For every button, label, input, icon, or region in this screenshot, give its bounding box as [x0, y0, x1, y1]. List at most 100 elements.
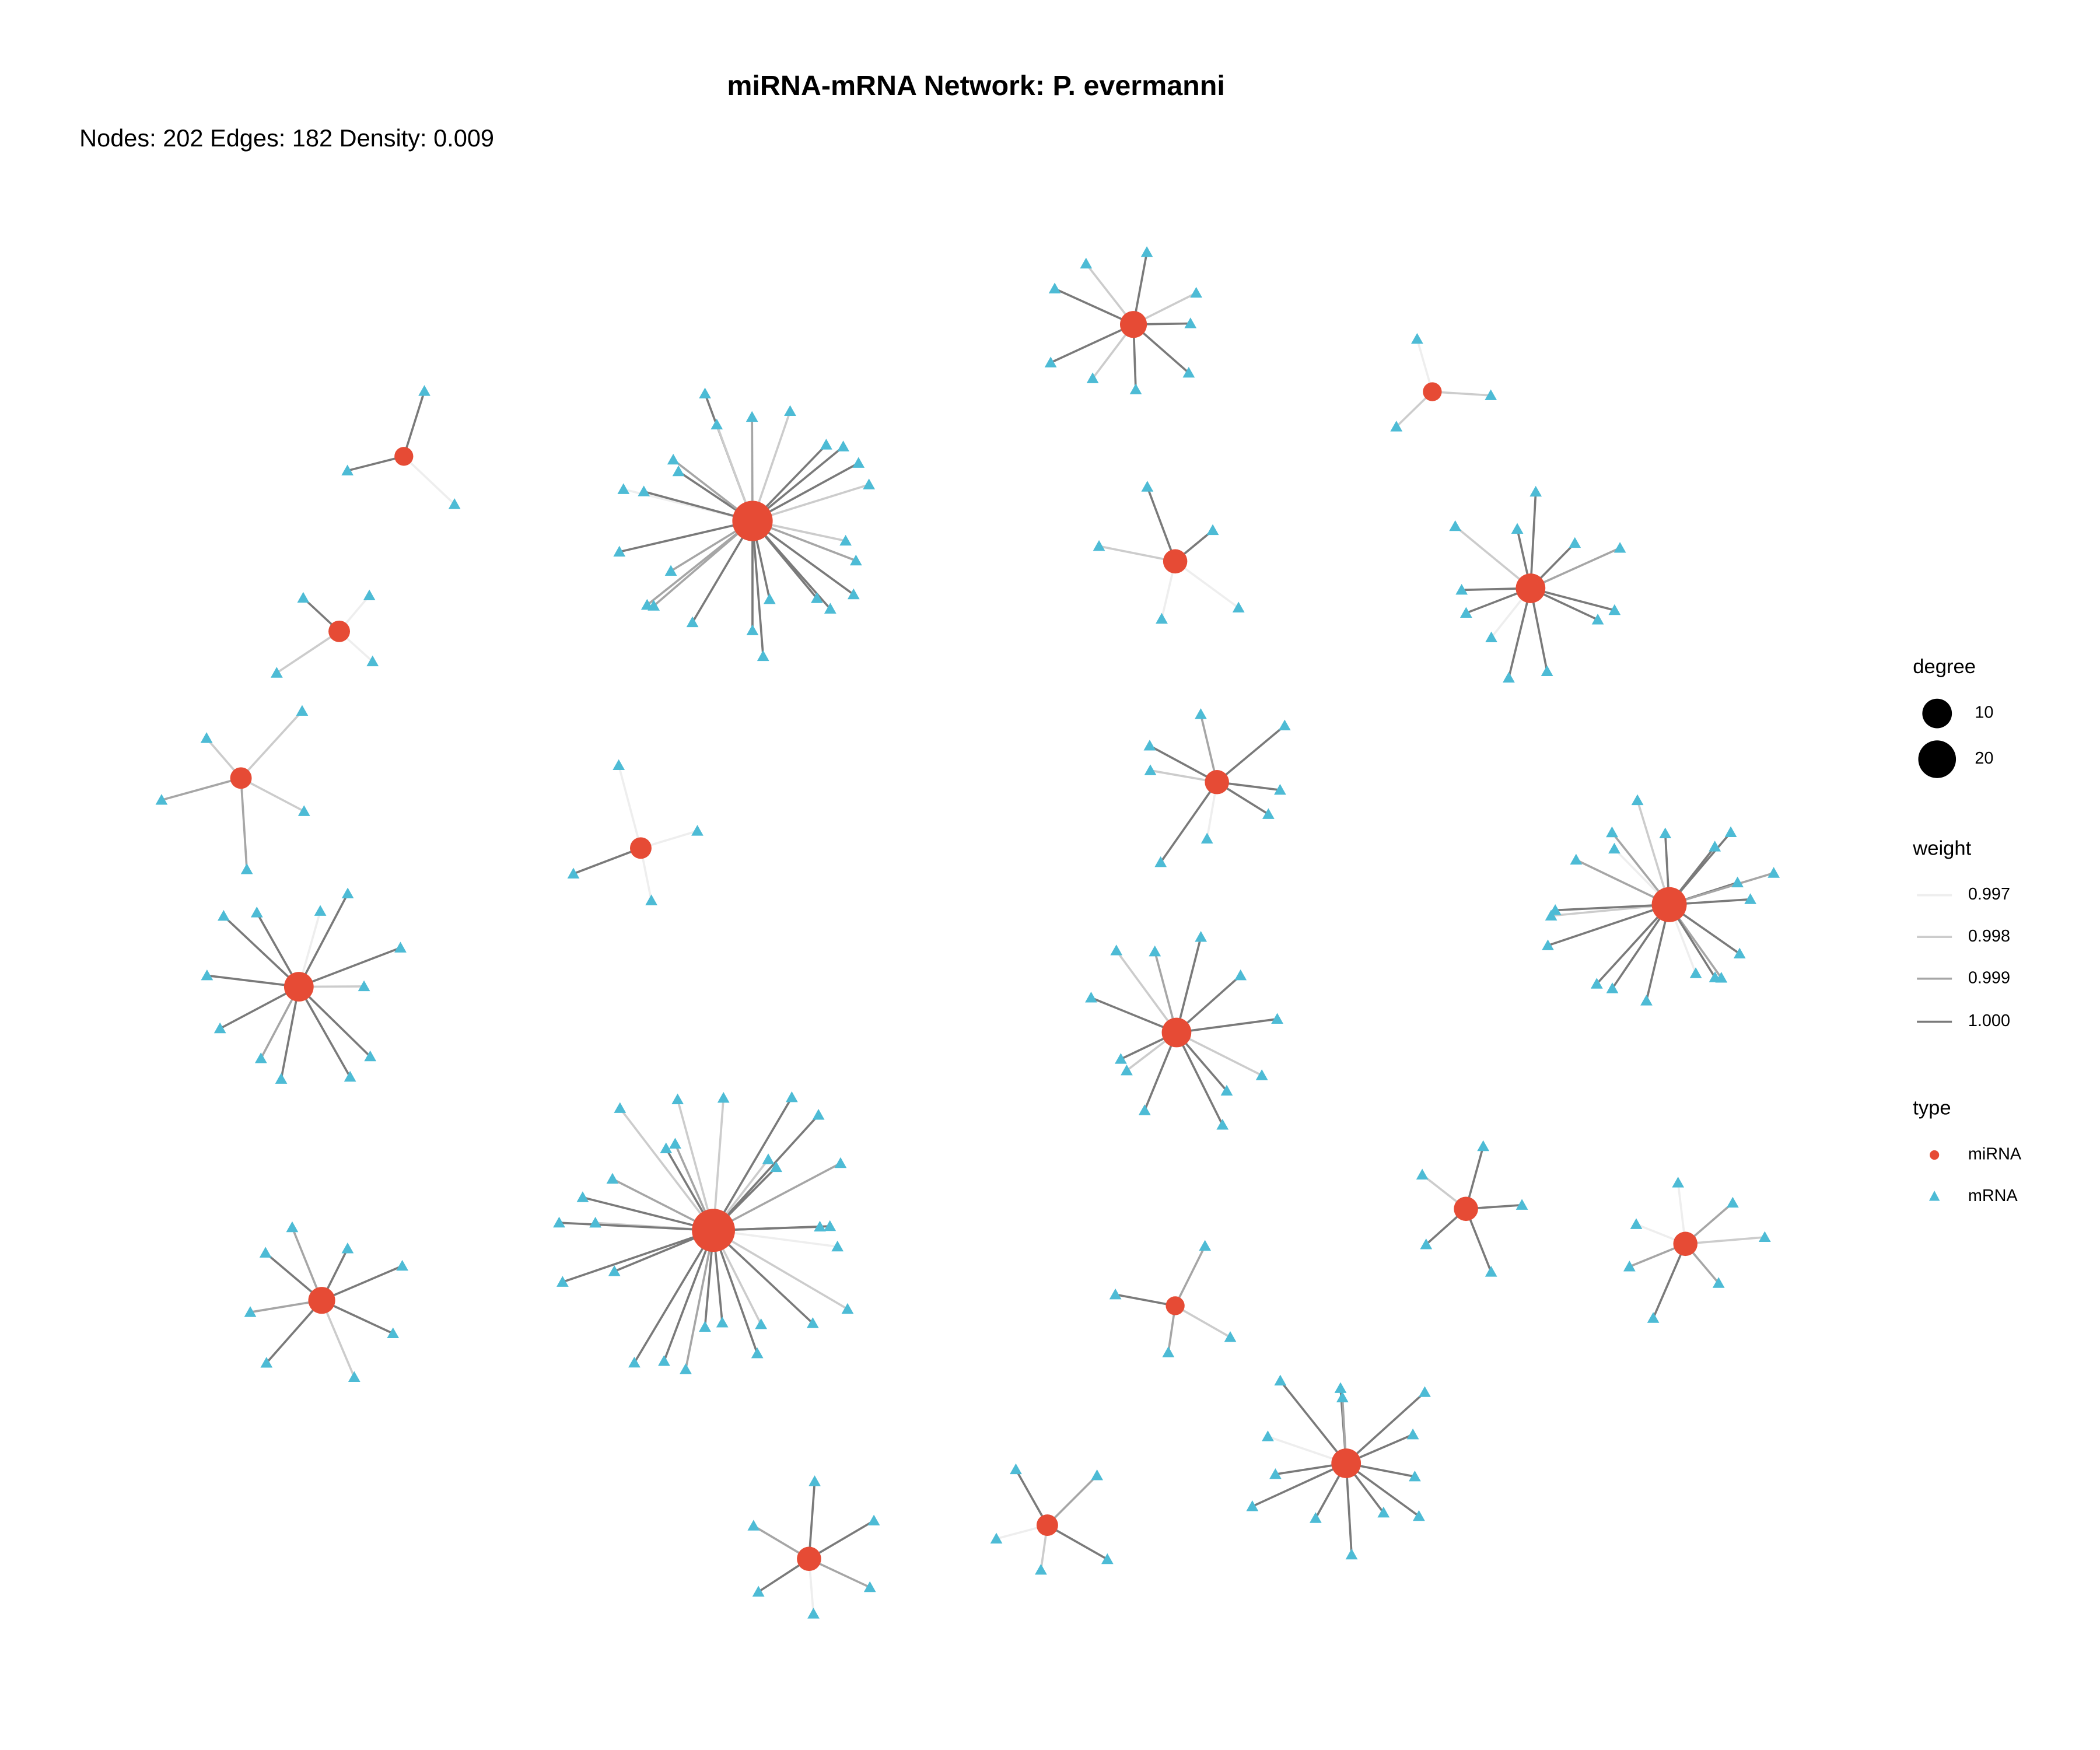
mirna-node: [1516, 573, 1546, 603]
mrna-node: [1224, 1331, 1237, 1342]
mrna-node: [1731, 876, 1744, 888]
legend-title: type: [1913, 1097, 1951, 1119]
edge: [298, 986, 351, 1078]
edge: [298, 986, 371, 1058]
edge: [751, 520, 765, 657]
edge: [712, 1230, 758, 1354]
edge: [1115, 1293, 1175, 1307]
mrna-node: [831, 1240, 844, 1252]
edge: [653, 520, 754, 607]
legend-label: 10: [1975, 704, 1993, 722]
legend-key: [1929, 1191, 1940, 1201]
mrna-node: [671, 1093, 684, 1105]
mrna-node: [341, 887, 354, 899]
mrna-node: [1345, 1548, 1358, 1560]
edge: [663, 1230, 715, 1362]
mrna-node: [1768, 867, 1780, 878]
edge: [1115, 950, 1178, 1034]
legend-label: 20: [1975, 749, 1993, 768]
edge: [808, 1520, 875, 1560]
mirna-node: [394, 447, 414, 466]
edge: [1345, 1463, 1353, 1555]
edge: [347, 455, 404, 472]
edge: [240, 778, 248, 870]
mrna-node: [834, 1157, 847, 1168]
mrna-node: [567, 867, 580, 878]
mrna-node: [364, 1050, 377, 1062]
mrna-node: [691, 825, 704, 836]
mirna-node: [1454, 1196, 1478, 1222]
mrna-node: [606, 1172, 619, 1184]
mrna-node: [1195, 708, 1207, 719]
edge: [1146, 487, 1177, 562]
mrna-node: [1114, 1053, 1127, 1064]
mrna-node: [1044, 356, 1057, 368]
mrna-node: [686, 616, 699, 628]
legend-label: 0.997: [1968, 885, 2010, 904]
edge: [713, 1162, 841, 1231]
mrna-node: [814, 1220, 826, 1232]
edge: [1046, 1524, 1108, 1560]
mrna-node: [1110, 944, 1123, 956]
edge: [1636, 800, 1671, 905]
mrna-node: [808, 1475, 821, 1486]
mirna-node: [1120, 311, 1147, 338]
edge: [676, 1099, 715, 1231]
mrna-node: [1091, 1469, 1103, 1480]
mirna-node: [1673, 1231, 1698, 1256]
mrna-node: [863, 478, 876, 489]
mrna-node: [755, 1318, 768, 1329]
mrna-node: [1309, 1512, 1322, 1523]
mrna-node: [863, 1581, 876, 1592]
edge: [1090, 996, 1177, 1034]
mrna-node: [1758, 1231, 1771, 1242]
mrna-node: [1182, 366, 1195, 378]
mrna-node: [648, 600, 660, 611]
mrna-node: [1246, 1500, 1259, 1511]
mrna-node: [358, 980, 370, 992]
edge: [619, 520, 753, 553]
mrna-node: [1390, 421, 1403, 432]
mrna-node: [275, 1073, 288, 1084]
edge: [684, 1230, 715, 1370]
mrna-node: [448, 498, 461, 509]
mirna-node: [1331, 1448, 1362, 1478]
edge: [1174, 1245, 1206, 1307]
edge: [1555, 903, 1670, 912]
mrna-node: [240, 863, 253, 874]
mrna-node: [1274, 783, 1286, 795]
mrna-node: [710, 418, 723, 430]
mrna-node: [254, 1052, 267, 1063]
edge: [617, 765, 642, 849]
mrna-node: [612, 759, 625, 771]
mirna-node: [1163, 549, 1188, 574]
mrna-node: [553, 1216, 565, 1228]
mrna-node: [1485, 389, 1497, 400]
mrna-node: [1606, 826, 1618, 838]
mrna-node: [1672, 1177, 1685, 1188]
mrna-node: [217, 909, 230, 921]
edge: [403, 455, 456, 505]
edge: [752, 483, 870, 522]
edge: [712, 1098, 725, 1231]
mrna-node: [672, 465, 685, 477]
mrna-node: [396, 1259, 408, 1271]
mrna-node: [1154, 856, 1167, 867]
mrna-node: [614, 1102, 626, 1113]
edge: [1160, 781, 1218, 863]
mrna-node: [1623, 1261, 1636, 1272]
mrna-node: [699, 387, 711, 398]
mrna-node: [852, 457, 865, 468]
edge: [619, 1107, 715, 1231]
mrna-node: [1549, 904, 1562, 915]
mirna-node: [1205, 770, 1229, 794]
mrna-node: [1035, 1563, 1047, 1575]
mrna-node: [1541, 665, 1553, 676]
mrna-node: [1659, 827, 1672, 839]
mrna-node: [660, 1142, 673, 1153]
mrna-node: [387, 1327, 400, 1339]
mrna-node: [1608, 604, 1621, 615]
mrna-node: [270, 667, 283, 678]
